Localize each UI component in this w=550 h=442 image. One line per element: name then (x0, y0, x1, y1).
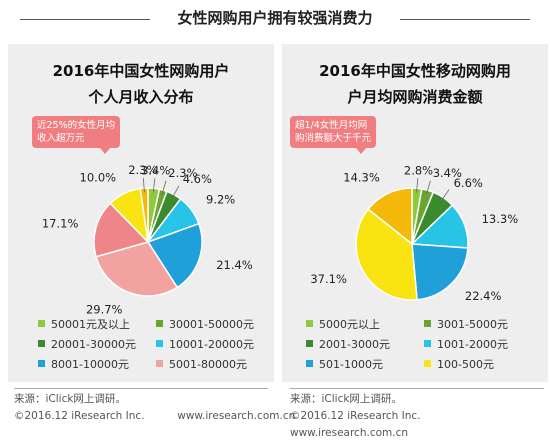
legend-label: 2001-3000元 (319, 338, 390, 351)
right-callout-line2: 购消费额大于千元 (295, 133, 372, 144)
legend-swatch (424, 340, 431, 347)
pie-slice-label: 9.2% (206, 192, 235, 206)
pie-slice (411, 243, 469, 301)
pie-slice-label: 2.3% (128, 163, 157, 177)
right-source: 来源：iClick网上调研。 (290, 393, 402, 405)
pie-leader-line (416, 178, 419, 193)
legend-item: 1001-2000元 (424, 336, 508, 352)
legend-swatch (306, 340, 313, 347)
pie-slice-label: 17.1% (42, 216, 79, 230)
left-copyright-line: ©2016.12 iResearch Inc. www.iresearch.co… (14, 408, 295, 425)
pie-leader-line (152, 178, 156, 193)
legend-item: 8001-10000元 (38, 356, 129, 372)
legend-item: 30001-50000元 (156, 316, 254, 332)
left-site: www.iresearch.com.cn (177, 410, 296, 422)
legend-label: 10001-20000元 (169, 338, 254, 351)
header-rule-right (400, 19, 530, 20)
legend-swatch (424, 360, 431, 367)
left-chart-panel: 2016年中国女性网购用户 个人月收入分布 近25%的女性月均 收入超万元 3.… (8, 44, 274, 382)
page-title: 女性网购用户拥有较强消费力 (177, 9, 373, 27)
pie-slice-label: 10.0% (80, 170, 117, 184)
legend-item: 3001-5000元 (424, 316, 508, 332)
right-chart-title-line2: 户月均网购消费金额 (347, 88, 483, 106)
right-chart-title-line1: 2016年中国女性移动网购用 (319, 62, 511, 80)
legend-swatch (156, 360, 163, 367)
right-chart-panel: 2016年中国女性移动网购用 户月均网购消费金额 超1/4女性月均网 购消费额大… (282, 44, 548, 382)
left-chart-title-line1: 2016年中国女性网购用户 (52, 62, 230, 80)
right-copyright: ©2016.12 iResearch Inc. (290, 410, 421, 422)
pie-slice-label: 21.4% (216, 258, 253, 272)
pie-slice (367, 187, 413, 246)
legend-swatch (38, 320, 45, 327)
pie-slice (95, 241, 179, 297)
pie-slice-label: 22.4% (465, 289, 502, 303)
legend-label: 1001-2000元 (437, 338, 508, 351)
pie-slice (355, 208, 418, 301)
pie-slice-label: 37.1% (310, 272, 347, 286)
legend-swatch (38, 360, 45, 367)
left-callout-line2: 收入超万元 (37, 133, 85, 144)
pie-leader-line (142, 178, 145, 193)
legend-item: 501-1000元 (306, 356, 383, 372)
right-site: www.iresearch.com.cn (290, 427, 409, 439)
legend-item: 10001-20000元 (156, 336, 254, 352)
pie-slice-label: 29.7% (86, 302, 123, 316)
legend-item: 100-500元 (424, 356, 494, 372)
right-footer-rule (290, 388, 544, 389)
left-chart-title-line2: 个人月收入分布 (88, 88, 194, 106)
legend-label: 100-500元 (437, 358, 494, 371)
legend-label: 3001-5000元 (437, 318, 508, 331)
right-copyright-line: ©2016.12 iResearch Inc. www.iresearch.co… (290, 408, 550, 442)
legend-label: 30001-50000元 (169, 318, 254, 331)
legend-label: 5000元以上 (319, 318, 380, 331)
legend-item: 2001-3000元 (306, 336, 390, 352)
legend-label: 50001元及以上 (51, 318, 130, 331)
legend-item: 5001-80000元 (156, 356, 247, 372)
legend-label: 5001-80000元 (169, 358, 247, 371)
right-callout-line1: 超1/4女性月均网 (295, 120, 368, 131)
legend-item: 50001元及以上 (38, 316, 130, 332)
left-footer-rule (14, 388, 268, 389)
pie-slice (93, 202, 150, 258)
header: 女性网购用户拥有较强消费力 (0, 0, 550, 38)
pie-slice-label: 2.3% (168, 166, 197, 180)
legend-swatch (38, 340, 45, 347)
left-source: 来源：iClick网上调研。 (14, 393, 126, 405)
legend-item: 5000元以上 (306, 316, 380, 332)
legend-label: 8001-10000元 (51, 358, 129, 371)
pie-slice-label: 13.3% (482, 212, 519, 226)
pie-leader-line (171, 185, 180, 199)
left-callout: 近25%的女性月均 收入超万元 (32, 116, 121, 154)
pie-leader-line (440, 189, 450, 202)
legend-swatch (306, 360, 313, 367)
legend-swatch (306, 320, 313, 327)
pie-slice (146, 222, 203, 289)
right-callout: 超1/4女性月均网 购消费额大于千元 (290, 116, 377, 154)
pie-slice-label: 3.4% (433, 166, 462, 180)
pie-leader-line (426, 180, 431, 195)
pie-leader-line (161, 180, 167, 195)
left-pie-chart: 3.4%2.3%4.6%9.2%21.4%29.7%17.1%10.0%2.3% (42, 163, 253, 316)
right-footer: 来源：iClick网上调研。 ©2016.12 iResearch Inc. w… (290, 391, 550, 442)
pie-slice-label: 14.3% (343, 170, 380, 184)
header-rule-left (20, 19, 150, 20)
legend-label: 501-1000元 (319, 358, 383, 371)
legend-swatch (156, 320, 163, 327)
left-callout-line1: 近25%的女性月均 (37, 120, 116, 131)
pie-slice-label: 4.6% (183, 172, 212, 186)
legend-swatch (424, 320, 431, 327)
right-pie-chart: 2.8% 3.4%6.6% 13.3% 22.4% 37.1% 14.3% (310, 163, 519, 303)
legend-item: 20001-30000元 (38, 336, 136, 352)
legend-swatch (156, 340, 163, 347)
legend-label: 20001-30000元 (51, 338, 136, 351)
pie-slice-label: 6.6% (454, 176, 483, 190)
left-footer: 来源：iClick网上调研。 ©2016.12 iResearch Inc. w… (14, 391, 295, 425)
left-copyright: ©2016.12 iResearch Inc. (14, 410, 145, 422)
pie-slice-label: 2.8% (404, 163, 433, 177)
pie-slice-label: 3.4% (141, 163, 170, 177)
